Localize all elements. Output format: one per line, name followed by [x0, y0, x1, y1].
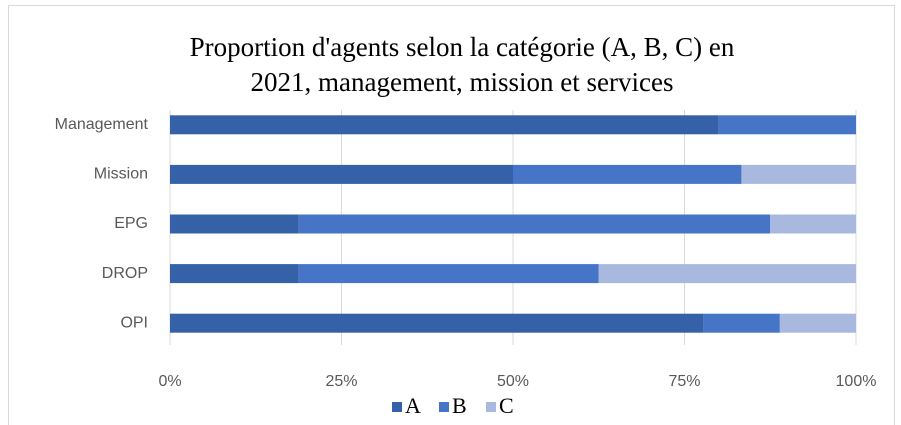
legend-label: B — [452, 393, 467, 418]
chart-title: Proportion d'agents selon la catégorie (… — [190, 32, 735, 62]
bar-segment — [718, 115, 856, 135]
legend-swatch — [486, 402, 496, 412]
x-tick-label: 75% — [668, 373, 700, 390]
bar-segment — [703, 313, 780, 333]
bar-segment — [170, 313, 704, 333]
x-tick-label: 100% — [836, 373, 877, 390]
bar-segment — [170, 214, 299, 234]
x-tick-label: 50% — [497, 373, 529, 390]
bar-segment — [770, 214, 856, 234]
y-tick-label: Management — [55, 116, 149, 133]
y-tick-label: Mission — [94, 166, 148, 183]
legend-label: C — [499, 393, 514, 418]
bar-segment — [170, 264, 299, 284]
bar-segment — [170, 164, 513, 184]
bar-segment — [741, 164, 856, 184]
bar-segment — [513, 164, 742, 184]
legend-label: A — [405, 393, 421, 418]
bar-segment — [298, 264, 599, 284]
y-tick-label: DROP — [102, 265, 148, 282]
bar-segment — [598, 264, 856, 284]
y-tick-label: EPG — [114, 215, 148, 232]
chart-title: 2021, management, mission et services — [251, 67, 674, 97]
y-tick-label: OPI — [120, 314, 148, 331]
x-tick-label: 25% — [325, 373, 357, 390]
legend-swatch — [392, 402, 402, 412]
x-tick-label: 0% — [158, 373, 181, 390]
bar-segment — [779, 313, 856, 333]
bar-segment — [170, 115, 719, 135]
bar-segment — [298, 214, 771, 234]
legend-swatch — [439, 402, 449, 412]
